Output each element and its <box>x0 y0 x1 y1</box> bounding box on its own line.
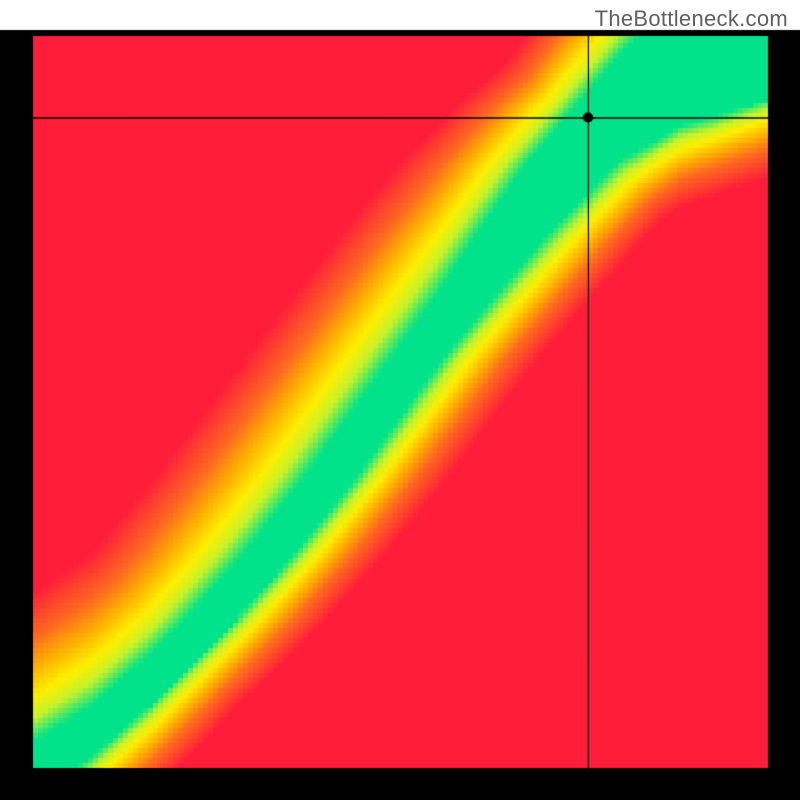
watermark-text: TheBottleneck.com <box>595 6 788 32</box>
bottleneck-heatmap-chart <box>0 0 800 800</box>
